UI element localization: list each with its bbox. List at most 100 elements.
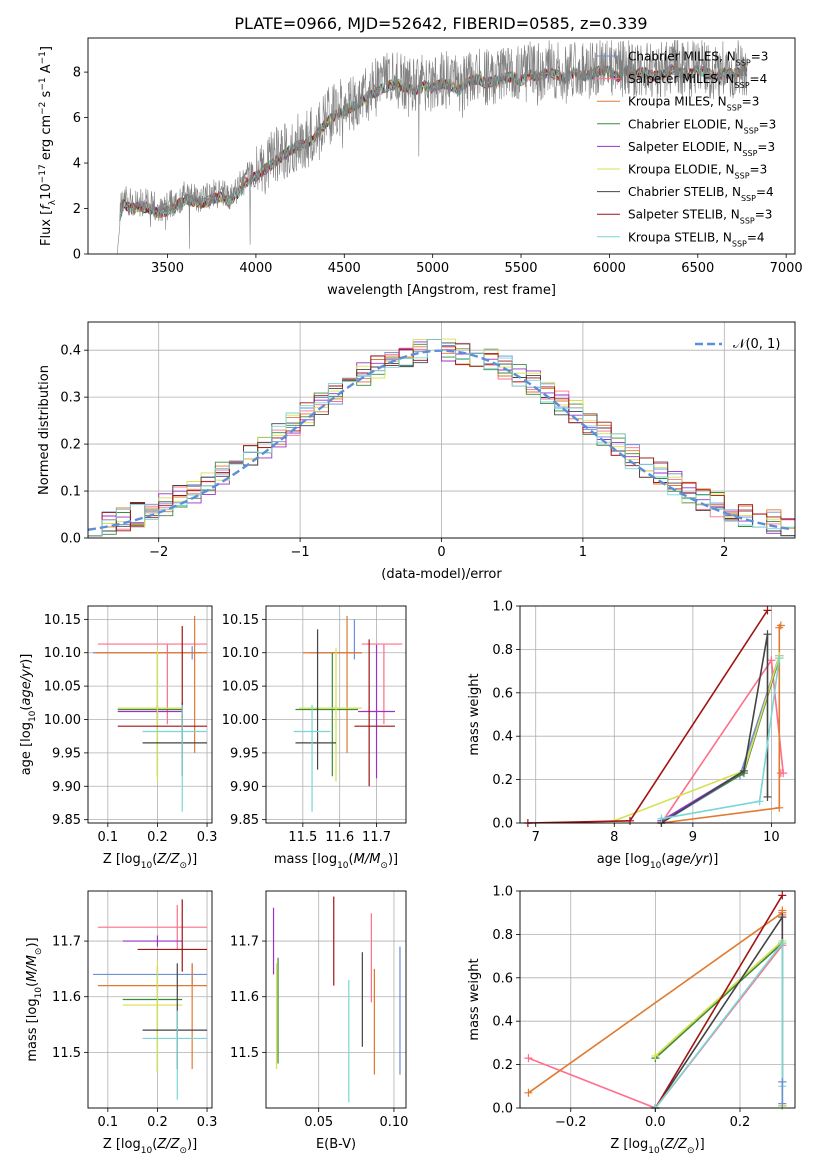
- x-axis-label-part: M/M: [354, 852, 381, 867]
- y-axis-label-part: erg cm: [39, 115, 54, 164]
- y-tick-label: 9.85: [230, 813, 259, 828]
- mass-weight-marker: [767, 656, 776, 665]
- y-axis-label: age [log10(age/yr)]: [19, 654, 38, 776]
- spectrum-plot-area: [116, 40, 748, 255]
- x-tick-label: 3500: [151, 261, 184, 276]
- x-axis-label-part: )]: [187, 1137, 197, 1152]
- legend-entry: Chabrier MILES, NSSP=3: [628, 50, 768, 68]
- legend-subscript: SSP: [744, 126, 759, 135]
- x-tick-label: 1: [579, 545, 587, 560]
- legend-n: =3: [757, 140, 775, 154]
- y-axis-label-part: 10: [39, 183, 54, 200]
- residuals-panel: −2 −1 0 1 2 0.0 0.1 0.2 0.3 0.4 𝒩(0, 1) (data-model…: [37, 321, 796, 582]
- mass-weight-marker: [763, 630, 772, 639]
- mass_vs_EBV-panel: 0.05 0.10 11.5 11.6 11.7 E(B-V): [230, 890, 408, 1152]
- y-tick-label: 0.1: [60, 485, 81, 500]
- x-axis-label: age [log10(age/yr)]: [597, 852, 719, 871]
- residuals-plot-area: [87, 338, 795, 537]
- x-axis-label: (data-model)/error: [381, 567, 502, 582]
- mass-weight-line: [527, 609, 769, 824]
- page-title: PLATE=0966, MJD=52642, FIBERID=0585, z=0…: [234, 14, 647, 33]
- mass-weight-marker: [778, 913, 787, 922]
- y-axis-label-part: (: [19, 706, 34, 711]
- spectrum-panel: 3500 4000 4500 5000 5500 6000 6500 7000 0 2 4 6 8 wav…: [38, 37, 803, 298]
- legend-subscript: SSP: [741, 194, 756, 203]
- mass-weight-marker: [775, 623, 784, 632]
- legend-subscript: SSP: [742, 148, 757, 157]
- x-axis-label: E(B-V): [316, 1137, 356, 1152]
- x-tick-label: 0.2: [730, 1115, 751, 1130]
- x-tick-label: 0.2: [147, 830, 168, 845]
- x-axis-label-part: ⊙: [687, 1146, 695, 1156]
- y-axis-label-part: 10: [28, 710, 38, 722]
- y-tick-label: 10.15: [44, 613, 81, 628]
- x-tick-label: 0.1: [97, 830, 118, 845]
- mass-weight-line: [660, 658, 785, 824]
- y-tick-label: 9.85: [52, 813, 81, 828]
- legend-text: Chabrier ELODIE, N: [628, 117, 744, 131]
- x-tick-label: 0.3: [197, 830, 218, 845]
- mass-weight-marker: [778, 939, 787, 948]
- y-axis-label: mass weight: [467, 958, 482, 1040]
- y-axis-label-part: −2: [38, 102, 48, 115]
- legend-n: =3: [759, 117, 777, 131]
- mass-weight-marker: [776, 769, 785, 778]
- x-tick-label: 0.1: [97, 1115, 118, 1130]
- legend-entry: Chabrier ELODIE, NSSP=3: [628, 117, 776, 135]
- mass-weight-line: [654, 894, 783, 1109]
- massweight_vs_age-panel: 7 8 9 10 0.0 0.2 0.4 0.6 0.8 1.0 mass weight age [l…: [467, 600, 796, 871]
- y-tick-label: 0.2: [60, 438, 81, 453]
- legend-text: Salpeter ELODIE, N: [628, 140, 742, 154]
- x-axis-label-part: 10: [650, 861, 662, 871]
- x-tick-label: 9: [689, 830, 697, 845]
- y-tick-label: 0.8: [492, 643, 513, 658]
- legend-text: Chabrier MILES, N: [628, 50, 736, 64]
- axes-frame: [519, 890, 796, 1109]
- x-axis-label: Z [log10(Z/Z⊙)]: [103, 852, 197, 871]
- x-axis-label-part: 10: [648, 1146, 660, 1156]
- mass-weight-marker: [778, 1099, 787, 1108]
- y-axis-label-part: (: [25, 982, 40, 987]
- x-tick-label: 11.7: [362, 830, 391, 845]
- x-tick-label: 0.0: [645, 1115, 666, 1130]
- y-axis-label-part: s: [39, 90, 54, 101]
- axes-frame: [265, 605, 407, 824]
- y-tick-label: 9.95: [52, 746, 81, 761]
- x-axis-label-part: Z/Z: [156, 852, 180, 867]
- legend-text: Kroupa STELIB, N: [628, 230, 732, 244]
- x-tick-label: 4000: [239, 261, 272, 276]
- x-axis-label-part: Z/Z: [664, 1137, 688, 1152]
- y-tick-label: 0.0: [60, 532, 81, 547]
- x-tick-label: 11.6: [325, 830, 354, 845]
- legend-subscript: SSP: [735, 171, 750, 180]
- y-tick-label: 9.90: [230, 780, 259, 795]
- age_vs_Z-panel: 0.1 0.2 0.3 9.85 9.90 9.95 10.00 10.05 10.10 10.1…: [19, 605, 218, 871]
- x-tick-label: 6000: [593, 261, 626, 276]
- massweight_vs_Z-plot-area: [524, 891, 787, 1112]
- legend-entry: Kroupa ELODIE, NSSP=3: [628, 163, 767, 181]
- x-axis-label-part: age/yr: [666, 852, 709, 867]
- x-axis-label-part: (data-model)/error: [381, 567, 502, 582]
- y-axis-label-part: Flux [: [39, 210, 54, 246]
- age_vs_mass-panel: 11.5 11.6 11.7 9.85 9.90 9.95 10.00 10.05 10.10 1…: [222, 605, 407, 871]
- mass-weight-line: [654, 939, 784, 1106]
- x-axis-label-part: ⊙: [380, 861, 388, 871]
- mass_vs_EBV-plot-area: [272, 896, 401, 1103]
- axes-frame: [519, 605, 796, 824]
- x-axis-label-part: Z [log: [103, 1137, 141, 1152]
- legend-entry: Salpeter MILES, NSSP=4: [628, 72, 767, 90]
- legend-text: Chabrier STELIB, N: [628, 185, 741, 199]
- x-tick-label: 0.2: [147, 1115, 168, 1130]
- x-tick-label: 2: [720, 545, 728, 560]
- y-tick-label: 0: [73, 248, 81, 263]
- y-axis-label-part: ⊙: [34, 948, 44, 956]
- y-axis-label-part: )]: [25, 937, 40, 947]
- y-tick-label: 0.3: [60, 391, 81, 406]
- residual-histogram: [88, 338, 795, 537]
- y-tick-label: 11.7: [230, 935, 259, 950]
- gaussian-curve: [87, 349, 793, 531]
- y-axis-label-part: age/yr: [19, 662, 34, 705]
- y-tick-label: 11.6: [52, 990, 81, 1005]
- y-tick-label: 0.6: [492, 686, 513, 701]
